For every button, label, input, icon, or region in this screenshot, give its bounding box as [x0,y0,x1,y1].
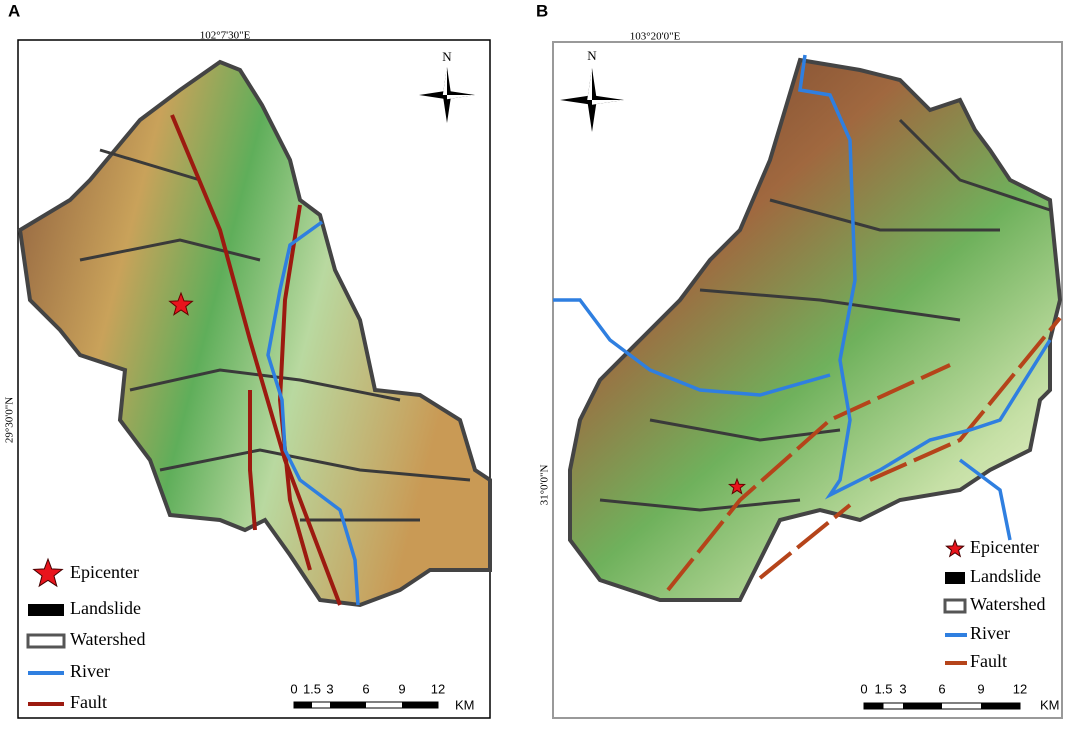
scale-segment [402,702,438,708]
north-arrow [442,67,447,95]
scale-label: 6 [362,681,369,696]
legend-label: River [970,623,1010,643]
scale-unit: KM [1040,697,1060,712]
scale-label: 3 [326,681,333,696]
scale-label: 3 [899,681,906,696]
scale-label: 9 [977,681,984,696]
scale-label: 12 [431,681,445,696]
scale-segment [981,703,1020,709]
legend-symbol [943,598,967,614]
terrain [568,57,1063,602]
watershed-line [769,198,1000,232]
legend-symbol [26,633,66,649]
scale-label: 0 [860,681,867,696]
scale-label: 9 [398,681,405,696]
epicenter [168,291,194,316]
fault [248,390,257,531]
fault [170,114,342,606]
river [553,298,831,397]
legend-symbol [28,604,64,616]
legend-label: Fault [970,651,1007,671]
scale-segment [294,702,312,708]
fault [758,503,852,580]
north-arrow [447,95,475,100]
scale-label: 6 [938,681,945,696]
scale-label: 1.5 [874,681,892,696]
scale-label: 0 [290,681,297,696]
watershed-line [99,148,201,182]
north-label: N [442,49,452,64]
panel-label: B [536,1,548,20]
north-arrow [587,68,592,100]
scale-segment [903,703,942,709]
watershed-line [159,448,471,482]
scale-segment [330,702,366,708]
longitude-label: 102°7'30"E [200,30,251,42]
fault [277,204,312,571]
north-label: N [587,48,597,63]
epicenter [728,477,746,495]
terrain [17,59,492,608]
north-arrow [592,100,624,105]
legend-label: Epicenter [70,562,139,582]
legend-label: Epicenter [970,537,1039,557]
watershed-line [599,498,801,512]
legend-label: Landslide [970,566,1041,586]
latitude-label: 31°0'0"N [539,465,551,506]
map-panel: B 103°20'0"E 31°0'0"N N Epicenter Landslide Wa… [536,1,1063,719]
watershed-line [898,118,1051,212]
river [798,54,1052,500]
fault [666,363,951,592]
legend-symbol [945,572,965,584]
legend-label: Watershed [70,629,146,649]
river [958,458,1012,541]
scale-segment [864,703,884,709]
scale-unit: KM [455,697,475,712]
legend-label: Fault [70,692,107,712]
panel-label: A [8,1,20,20]
fault [869,316,1062,482]
legend-label: River [70,661,110,681]
watershed-line [79,238,261,262]
watershed-line [699,288,961,322]
longitude-label: 103°20'0"E [630,31,681,43]
legend-label: Landslide [70,598,141,618]
legend-label: Watershed [970,594,1046,614]
latitude-label: 29°30'0"N [4,397,16,443]
river [266,220,360,606]
map-panel: A 102°7'30"E 29°30'0"N N Epicenter Landslide W… [4,1,492,719]
legend-symbol [945,538,965,558]
legend-symbol [32,557,64,588]
scale-label: 12 [1013,681,1027,696]
map-figure: A 102°7'30"E 29°30'0"N N Epicenter Landslide W… [4,1,1063,719]
scale-label: 1.5 [303,681,321,696]
